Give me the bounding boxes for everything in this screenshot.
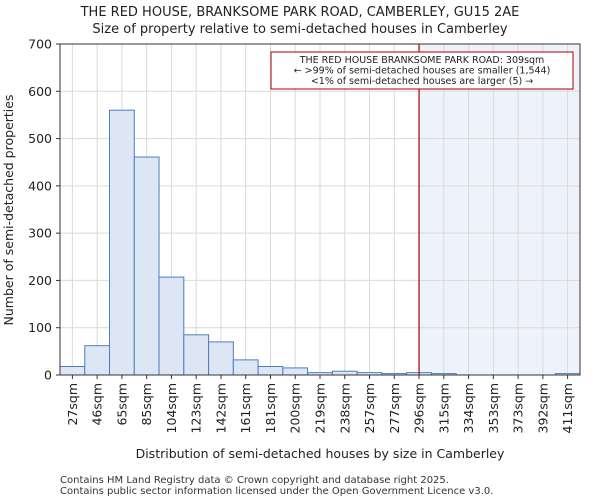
- bar-46sqm: [84, 345, 111, 376]
- x-tick-label: 85sqm: [139, 383, 154, 426]
- x-tick-label: 315sqm: [436, 383, 451, 433]
- y-tick-label: 400: [28, 178, 52, 193]
- annotation-line-3: <1% of semi-detached houses are larger (…: [311, 76, 533, 87]
- annotation-line-1: THE RED HOUSE BRANKSOME PARK ROAD: 309sq…: [299, 55, 545, 66]
- highlight-region: [419, 44, 580, 375]
- x-tick-label: 65sqm: [114, 383, 129, 426]
- y-tick-label: 300: [28, 226, 52, 241]
- x-axis-label: Distribution of semi-detached houses by …: [136, 446, 505, 461]
- x-tick-label: 104sqm: [164, 383, 179, 433]
- x-tick-label: 181sqm: [263, 383, 278, 433]
- y-tick-label: 700: [28, 37, 52, 52]
- bar-65sqm: [109, 109, 135, 376]
- footer-line-2: Contains public sector information licen…: [60, 486, 493, 497]
- plot-area: 0 100 200 300 400 500 600 700 27sqm 46sqm 65sqm 85s…: [28, 37, 581, 433]
- x-tick-label: 142sqm: [213, 383, 228, 433]
- x-tick-label: 219sqm: [313, 383, 328, 433]
- x-tick-label: 200sqm: [288, 383, 303, 433]
- bar-200sqm: [282, 367, 309, 376]
- x-tick-label: 334sqm: [461, 383, 476, 433]
- x-tick-label: 46sqm: [90, 383, 105, 426]
- x-tick-label: 238sqm: [337, 383, 352, 433]
- x-tick-label: 257sqm: [362, 383, 377, 433]
- bar-142sqm: [208, 341, 234, 376]
- bar-85sqm: [133, 156, 160, 376]
- x-tick-label: 277sqm: [387, 383, 402, 433]
- chart-title: THE RED HOUSE, BRANKSOME PARK ROAD, CAMB…: [80, 5, 520, 20]
- bar-161sqm: [232, 359, 259, 376]
- bar-238sqm: [331, 370, 358, 376]
- x-tick-label: 353sqm: [486, 383, 501, 433]
- footer-line-1: Contains HM Land Registry data © Crown c…: [60, 475, 449, 486]
- bar-104sqm: [158, 276, 185, 376]
- y-tick-label: 600: [28, 84, 52, 99]
- y-tick-label: 0: [44, 368, 52, 383]
- y-tick-label: 200: [28, 273, 52, 288]
- x-tick-label: 411sqm: [560, 383, 575, 433]
- y-axis-label: Number of semi-detached properties: [1, 95, 16, 326]
- y-tick-label: 500: [28, 131, 52, 146]
- x-tick-label: 161sqm: [238, 383, 253, 433]
- x-tick-label: 27sqm: [65, 383, 80, 426]
- bar-27sqm: [59, 365, 86, 376]
- bar-181sqm: [257, 365, 284, 376]
- annotation-box: [270, 51, 574, 90]
- x-tick-label: 373sqm: [511, 383, 526, 433]
- x-tick-label: 392sqm: [535, 383, 550, 433]
- chart-subtitle: Size of property relative to semi-detach…: [92, 22, 507, 37]
- y-tick-label: 100: [28, 320, 52, 335]
- annotation-line-2: ← >99% of semi-detached houses are small…: [294, 66, 551, 77]
- x-tick-label: 123sqm: [189, 383, 204, 433]
- bar-123sqm: [183, 334, 210, 376]
- x-tick-label: 296sqm: [412, 383, 427, 433]
